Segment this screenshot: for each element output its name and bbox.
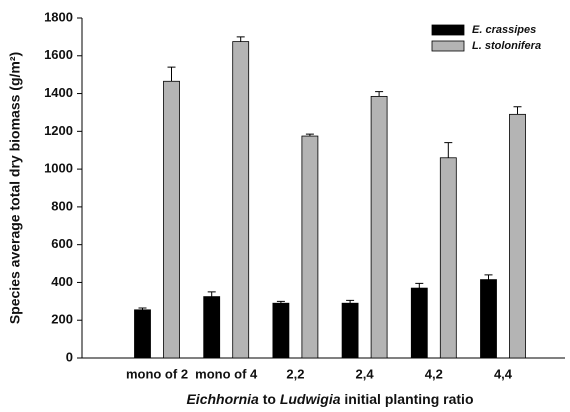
bar [480,279,497,359]
y-tick-label: 1200 [44,123,73,138]
x-tick-label: mono of 4 [195,366,258,381]
error-bar [305,133,314,137]
y-tick-label: 800 [51,198,73,213]
legend-swatch [431,24,465,36]
y-tick-label: 0 [66,349,73,364]
error-bar [276,300,285,304]
legend-label: E. crassipes [472,24,536,36]
y-axis-label: Species average total dry biomass (g/m²) [7,52,23,324]
y-tick-label: 200 [51,312,73,327]
x-tick-label: mono of 2 [126,366,188,381]
legend-swatch [431,40,465,52]
error-bar [415,282,424,289]
x-label-part: Ludwigia [280,391,341,407]
legend-label: L. stolonifera [472,40,541,52]
y-tick-label: 1400 [44,85,73,100]
error-bar [484,274,493,280]
error-bar [375,91,384,97]
bar [272,302,290,359]
x-tick-label: 2,4 [356,366,375,381]
error-bar [167,66,176,82]
x-label-part: to [263,391,276,407]
bar [341,302,359,359]
bar [439,157,457,359]
x-tick-label: 4,2 [425,366,443,381]
bar [232,41,250,359]
bar [509,113,526,359]
error-bar [444,142,453,158]
bar [370,95,388,359]
error-bar [513,106,522,115]
y-tick-label: 600 [51,236,73,251]
bar [301,135,319,359]
error-bar [346,299,355,304]
y-tick-label: 1600 [44,47,73,62]
error-bar [236,36,245,42]
error-bar [207,291,216,297]
bar [410,287,428,359]
y-tick-label: 1000 [44,161,73,176]
y-tick-label: 1800 [44,9,73,24]
error-bar [138,307,147,310]
bar [203,296,221,359]
x-tick-label: 2,2 [286,366,304,381]
x-label-part: initial planting ratio [344,391,473,407]
bar [134,309,151,359]
x-tick-label: 4,4 [494,366,513,381]
x-label-part: Eichhornia [186,391,259,407]
y-tick-label: 400 [51,274,73,289]
x-axis-label: Eichhornia to Ludwigia initial planting … [186,391,473,407]
bar [163,80,180,359]
